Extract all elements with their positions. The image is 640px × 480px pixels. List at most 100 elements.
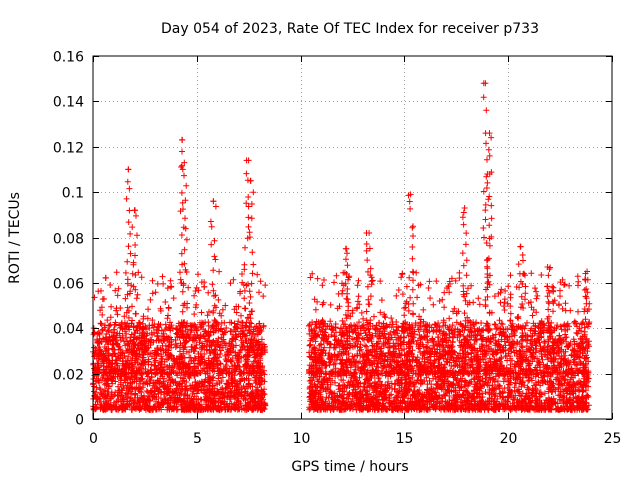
- data-point: [149, 277, 156, 284]
- data-point: [95, 344, 102, 350]
- data-point: [149, 290, 156, 297]
- data-point: [158, 389, 165, 396]
- data-point: [256, 289, 262, 296]
- data-point: [153, 396, 160, 403]
- data-point: [129, 303, 135, 310]
- data-point: [145, 306, 152, 313]
- data-point: [215, 327, 222, 334]
- data-point: [98, 321, 105, 327]
- data-point: [152, 289, 159, 296]
- data-points: [90, 80, 593, 413]
- data-point: [91, 294, 98, 301]
- data-point: [204, 386, 211, 393]
- data-point: [200, 383, 207, 390]
- data-point: [162, 299, 169, 305]
- data-point: [186, 349, 192, 356]
- data-point: [165, 377, 172, 384]
- data-point: [96, 385, 103, 392]
- data-point: [124, 304, 131, 311]
- data-point: [165, 304, 172, 311]
- data-point: [191, 292, 198, 299]
- data-point: [95, 288, 102, 295]
- data-point: [146, 393, 153, 400]
- data-point: [170, 295, 177, 302]
- data-point: [108, 303, 115, 310]
- data-point: [215, 296, 222, 303]
- data-point: [238, 403, 245, 409]
- data-point: [152, 370, 159, 377]
- data-point: [254, 271, 261, 278]
- data-point: [137, 380, 144, 387]
- data-point: [164, 346, 170, 353]
- data-point: [235, 406, 242, 412]
- data-point: [131, 378, 138, 385]
- data-point: [147, 377, 154, 384]
- data-point: [206, 308, 212, 315]
- data-point: [246, 300, 253, 306]
- data-point: [234, 382, 241, 389]
- data-point: [219, 338, 226, 345]
- data-point: [112, 378, 119, 385]
- data-point: [167, 277, 174, 284]
- data-point: [102, 274, 109, 281]
- data-point: [113, 269, 120, 276]
- data-point: [260, 293, 267, 300]
- data-point: [128, 331, 135, 338]
- data-point: [99, 374, 106, 381]
- data-point: [230, 276, 237, 283]
- chart-title: Day 054 of 2023, Rate Of TEC Index for r…: [161, 21, 539, 37]
- data-point: [252, 400, 259, 407]
- data-point: [168, 322, 175, 329]
- data-point: [193, 390, 200, 397]
- data-point: [147, 336, 154, 343]
- data-point: [177, 269, 183, 276]
- data-point: [262, 282, 269, 289]
- data-point: [147, 296, 154, 303]
- data-point: [257, 278, 264, 285]
- data-point: [248, 308, 255, 315]
- data-point: [204, 312, 211, 319]
- data-point: [258, 351, 265, 358]
- data-point: [154, 280, 161, 287]
- data-point: [165, 312, 171, 319]
- data-point: [251, 395, 258, 402]
- data-point: [478, 320, 485, 326]
- data-point: [238, 312, 244, 319]
- data-point: [124, 276, 131, 283]
- data-point: [193, 342, 200, 348]
- data-point: [159, 273, 166, 280]
- data-point: [227, 280, 234, 287]
- data-point: [117, 337, 124, 344]
- data-point: [99, 296, 106, 303]
- data-point: [154, 333, 161, 340]
- data-point: [167, 284, 174, 291]
- data-point: [241, 385, 248, 392]
- data-point: [114, 311, 121, 318]
- data-point: [154, 400, 161, 407]
- data-point: [157, 384, 163, 391]
- data-point: [139, 354, 146, 361]
- data-point: [195, 271, 201, 278]
- data-point: [117, 346, 124, 353]
- data-point: [190, 357, 197, 364]
- data-point: [107, 282, 114, 288]
- data-point: [224, 393, 231, 400]
- data-point: [169, 376, 175, 383]
- data-point: [191, 311, 198, 318]
- data-point: [136, 399, 143, 406]
- data-point: [252, 377, 259, 384]
- data-point: [216, 268, 223, 275]
- data-point: [203, 338, 210, 345]
- data-point: [115, 392, 122, 399]
- data-point: [218, 334, 225, 341]
- data-point: [231, 320, 238, 327]
- data-point: [205, 289, 212, 296]
- data-point: [217, 361, 224, 367]
- data-point: [160, 280, 167, 287]
- data-point: [202, 390, 208, 397]
- data-point: [97, 320, 104, 327]
- data-point: [198, 309, 205, 316]
- data-point: [187, 386, 194, 393]
- data-point: [142, 366, 149, 372]
